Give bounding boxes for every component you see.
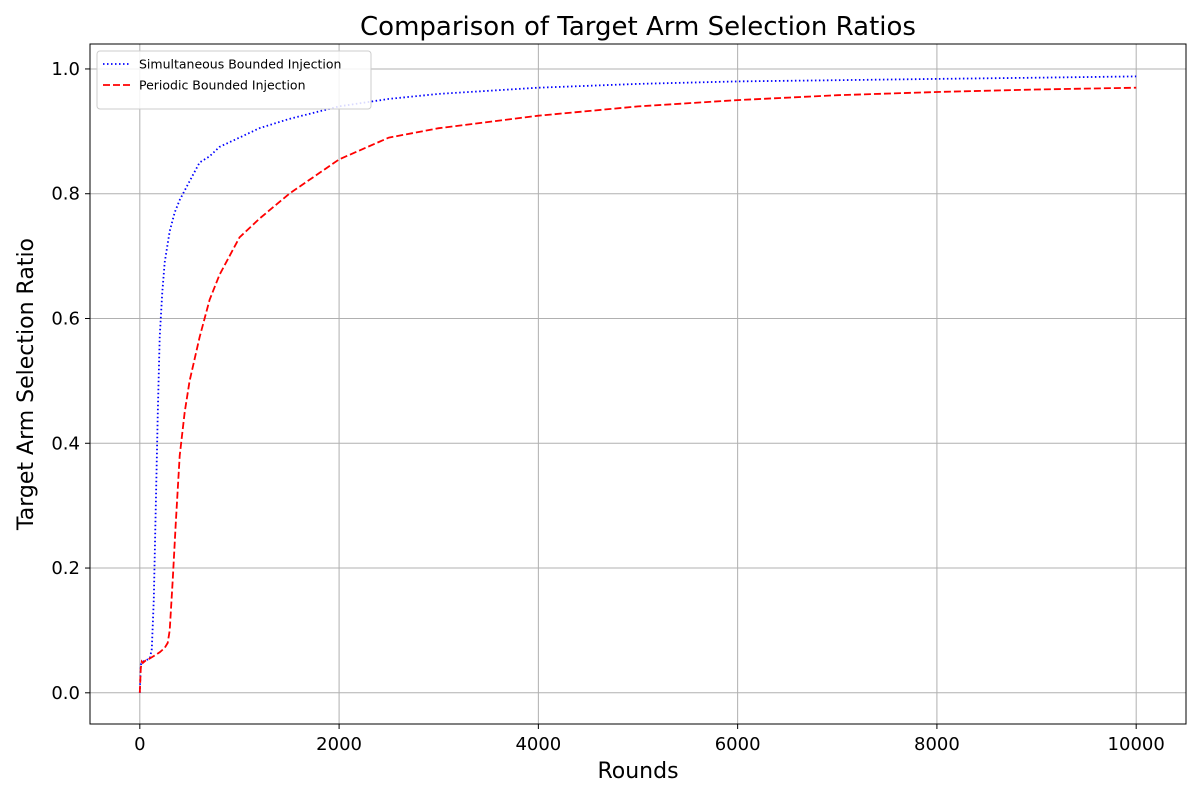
series-line-1 xyxy=(138,75,1137,693)
y-tick-label: 0.0 xyxy=(51,683,80,704)
y-tick-label: 0.8 xyxy=(51,184,80,205)
x-tick-label: 8000 xyxy=(914,734,960,755)
x-tick-label: 6000 xyxy=(715,734,761,755)
y-tick-label: 0.6 xyxy=(51,308,80,329)
x-tick-label: 4000 xyxy=(515,734,561,755)
x-axis-label: Rounds xyxy=(597,759,678,784)
x-tick-label: 0 xyxy=(134,734,145,755)
plot-frame xyxy=(89,43,1187,725)
y-tick-label: 1.0 xyxy=(51,59,80,80)
data-series xyxy=(138,75,1137,693)
chart-title: Comparison of Target Arm Selection Ratio… xyxy=(360,12,916,42)
y-tick-label: 0.2 xyxy=(51,558,80,579)
x-tick-label: 2000 xyxy=(316,734,362,755)
series-line-2 xyxy=(138,86,1137,693)
y-axis-label: Target Arm Selection Ratio xyxy=(14,238,39,531)
grid-lines xyxy=(90,44,1186,724)
legend-box xyxy=(96,50,372,110)
legend: Simultaneous Bounded Injection Periodic B… xyxy=(96,50,372,110)
axis-ticks: 0 2000 4000 6000 8000 10000 0.0 0.2 0.4 0.6 0.8 1.0 xyxy=(51,59,1164,755)
y-tick-label: 0.4 xyxy=(51,433,80,454)
x-tick-label: 10000 xyxy=(1108,734,1165,755)
legend-label: Simultaneous Bounded Injection xyxy=(139,57,341,72)
legend-label: Periodic Bounded Injection xyxy=(139,78,306,93)
